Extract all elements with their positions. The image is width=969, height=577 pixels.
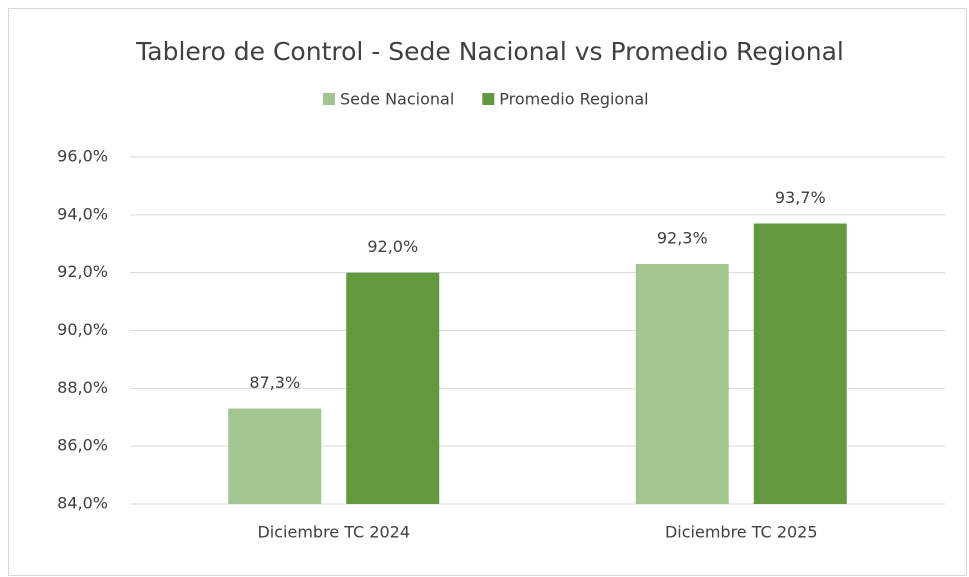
legend-swatch bbox=[323, 93, 335, 105]
bar bbox=[346, 272, 440, 504]
data-label: 93,7% bbox=[775, 188, 826, 207]
x-tick-label: Diciembre TC 2024 bbox=[257, 523, 410, 542]
legend-swatch bbox=[482, 93, 495, 105]
chart-title: Tablero de Control - Sede Nacional vs Pr… bbox=[135, 37, 844, 66]
y-tick-label: 96,0% bbox=[57, 147, 108, 166]
bar bbox=[635, 263, 729, 504]
legend-label: Sede Nacional bbox=[340, 90, 454, 109]
y-tick-label: 84,0% bbox=[57, 494, 108, 513]
y-tick-label: 90,0% bbox=[57, 320, 108, 339]
data-label: 92,3% bbox=[657, 228, 708, 247]
y-tick-label: 94,0% bbox=[57, 204, 108, 223]
data-label: 92,0% bbox=[367, 237, 418, 256]
y-tick-label: 92,0% bbox=[57, 262, 108, 281]
y-tick-label: 88,0% bbox=[57, 378, 108, 397]
y-tick-label: 86,0% bbox=[57, 436, 108, 455]
bar bbox=[753, 223, 847, 504]
x-tick-label: Diciembre TC 2025 bbox=[665, 523, 818, 542]
data-label: 87,3% bbox=[249, 373, 300, 392]
bar bbox=[228, 408, 322, 504]
legend-label: Promedio Regional bbox=[499, 90, 648, 109]
